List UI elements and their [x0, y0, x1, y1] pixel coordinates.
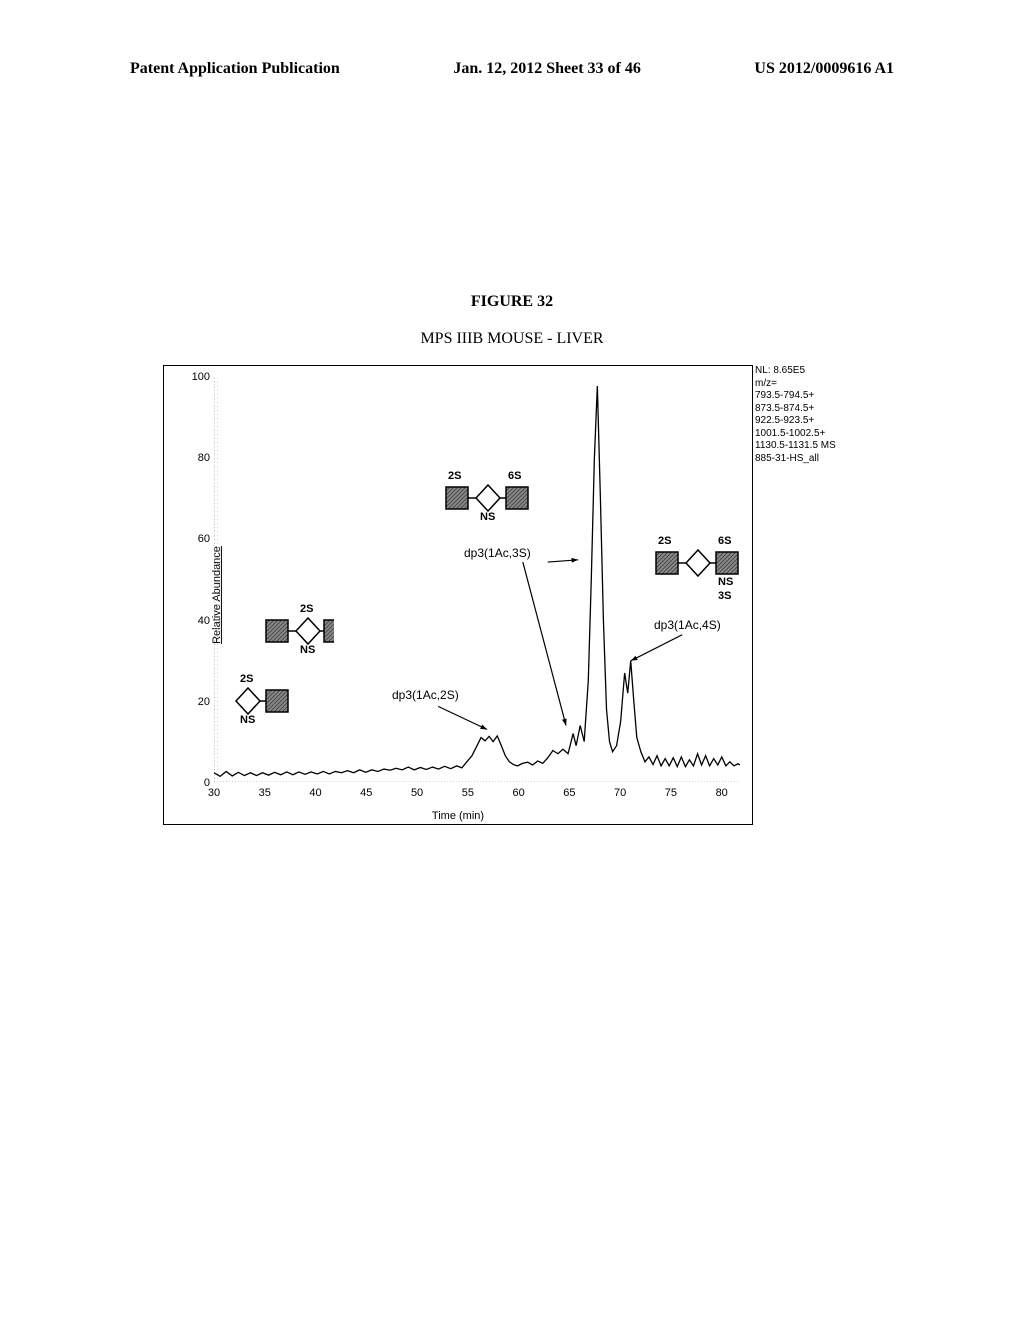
x-tick-label: 40: [304, 787, 328, 799]
header-center: Jan. 12, 2012 Sheet 33 of 46: [453, 60, 641, 78]
y-tick-label: 40: [184, 615, 210, 627]
ms-info-line: 1001.5-1002.5+: [755, 428, 885, 441]
header-left: Patent Application Publication: [130, 60, 340, 78]
glycan-label-2s: 2S: [300, 603, 313, 615]
glycan-label-ns: NS: [240, 714, 255, 726]
glycan-cartoon-3s: 2S 6S NS: [444, 473, 534, 528]
header-right: US 2012/0009616 A1: [754, 60, 894, 78]
figure-label: FIGURE 32: [0, 293, 1024, 311]
x-tick-label: 65: [557, 787, 581, 799]
glycan-cartoon-2s-a: 2S NS: [264, 606, 334, 661]
glycan-cartoon-4s: 2S 6S NS 3S: [654, 538, 744, 593]
ms-info-line: 873.5-874.5+: [755, 403, 885, 416]
ms-info-line: 1130.5-1131.5 MS: [755, 440, 885, 453]
glycan-label-ns: NS: [718, 576, 733, 588]
plot-area: dp3(1Ac,2S) dp3(1Ac,3S) dp3(1Ac,4S) 2S: [214, 378, 740, 782]
x-tick-label: 30: [202, 787, 226, 799]
x-tick-label: 60: [507, 787, 531, 799]
y-tick-label: 60: [184, 533, 210, 545]
glycan-label-2s: 2S: [240, 673, 253, 685]
x-tick-label: 35: [253, 787, 277, 799]
x-axis-label: Time (min): [164, 810, 752, 822]
y-tick-label: 20: [184, 696, 210, 708]
glycan-label-2s: 2S: [658, 535, 671, 547]
figure-subtitle: MPS IIIB MOUSE - LIVER: [0, 330, 1024, 348]
glycan-label-3s: 3S: [718, 590, 731, 602]
y-tick-label: 80: [184, 452, 210, 464]
ms-info-line: 922.5-923.5+: [755, 415, 885, 428]
y-tick-label: 100: [184, 371, 210, 383]
page-header: Patent Application Publication Jan. 12, …: [130, 60, 894, 78]
glycan-label-6s: 6S: [508, 470, 521, 482]
glycan-label-6s: 6S: [718, 535, 731, 547]
glycan-label-ns: NS: [300, 644, 315, 656]
x-tick-label: 70: [608, 787, 632, 799]
ms-info-line: 793.5-794.5+: [755, 390, 885, 403]
x-tick-label: 45: [354, 787, 378, 799]
ms-info-block: NL: 8.65E5 m/z= 793.5-794.5+ 873.5-874.5…: [755, 365, 885, 465]
annotation-dp3-4s: dp3(1Ac,4S): [654, 618, 721, 632]
glycan-label-ns: NS: [480, 511, 495, 523]
ms-info-line: 885-31-HS_all: [755, 453, 885, 466]
x-tick-label: 80: [710, 787, 734, 799]
annotation-dp3-2s: dp3(1Ac,2S): [392, 688, 459, 702]
x-tick-label: 75: [659, 787, 683, 799]
annotation-dp3-3s: dp3(1Ac,3S): [464, 546, 531, 560]
glycan-label-2s: 2S: [448, 470, 461, 482]
x-tick-label: 50: [405, 787, 429, 799]
ms-info-line: NL: 8.65E5: [755, 365, 885, 378]
glycan-cartoon-2s-b: 2S NS: [234, 676, 294, 731]
ms-info-line: m/z=: [755, 378, 885, 391]
glycan-icon: [264, 606, 334, 656]
x-tick-label: 55: [456, 787, 480, 799]
chromatogram-chart: Relative Abundance Time (min) 0204060801…: [163, 365, 753, 825]
